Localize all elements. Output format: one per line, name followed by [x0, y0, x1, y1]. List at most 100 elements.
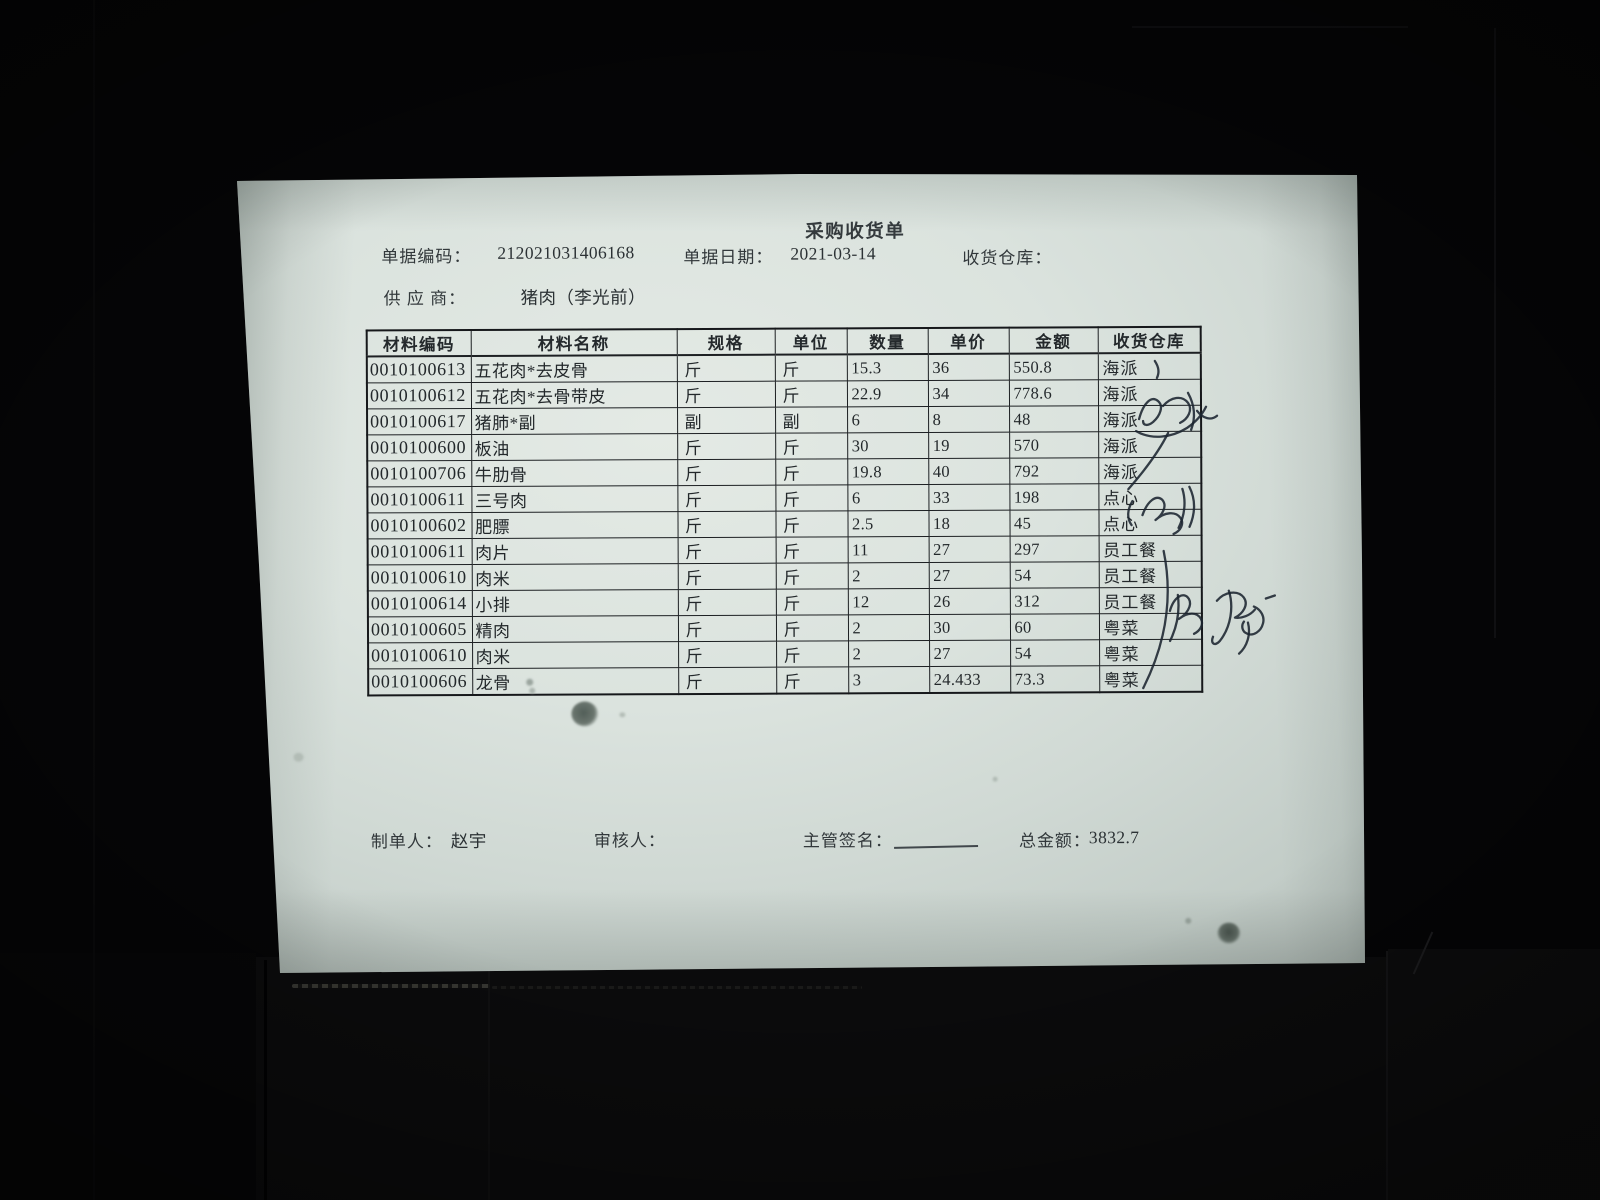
table-cell: 2 [848, 640, 930, 667]
table-cell: 斤 [775, 588, 848, 616]
table-cell: 0010100613 [366, 355, 471, 383]
table-cell: 肉米 [472, 641, 679, 669]
signature-scribble [1215, 591, 1257, 619]
table-cell: 60 [1009, 613, 1100, 641]
table-cell: 297 [1009, 535, 1099, 563]
ink-speck [526, 678, 534, 686]
table-cell: 778.6 [1008, 379, 1099, 407]
table-cell: 斤 [776, 666, 849, 694]
table-cell: 54 [1009, 561, 1099, 589]
table-row: 0010100600 板油斤斤 30 19 570 海派 [367, 431, 1202, 461]
background-panel [1388, 949, 1600, 1200]
table-row: 0010100605 精肉斤斤 2 30 60 粤菜 [367, 613, 1203, 643]
table-cell: 312 [1009, 587, 1099, 615]
table-cell: 198 [1009, 483, 1099, 511]
table-cell: 40 [928, 458, 1010, 485]
table-cell: 斤 [677, 433, 776, 460]
background-panel-edge [1494, 28, 1496, 638]
table-cell: 0010100606 [368, 668, 473, 696]
table-cell: 粤菜 [1098, 613, 1203, 640]
table-cell: 五花肉*去皮骨 [470, 355, 677, 383]
table-cell: 2 [847, 614, 930, 641]
column-header: 单价 [927, 327, 1009, 354]
table-cell: 26 [928, 588, 1010, 615]
table-cell: 斤 [676, 381, 776, 408]
table-cell: 斤 [775, 458, 848, 486]
table-cell: 肥膘 [471, 511, 678, 539]
doc-date-value: 2021-03-14 [790, 243, 877, 264]
doc-number-label: 单据编码： [381, 246, 472, 267]
table-cell: 18 [928, 510, 1010, 537]
preparer-value: 赵宇 [450, 830, 487, 852]
table-cell: 3 [848, 666, 930, 694]
table-row: 0010100613 五花肉*去皮骨斤斤 15.3 36 550.8 海派 [366, 352, 1201, 383]
table-cell: 斤 [775, 536, 848, 564]
ink-speck [293, 752, 304, 762]
ink-speck [992, 776, 998, 782]
table-cell: 2.5 [847, 510, 929, 537]
table-head-row: 材料编码 材料名称 规格 单位 数量 单价 金额 收货仓库 [366, 326, 1201, 357]
signature-scribble [1241, 605, 1265, 636]
table-cell: 48 [1009, 405, 1099, 433]
table-cell: 27 [928, 562, 1010, 589]
table-cell: 0010100706 [367, 460, 472, 487]
signature-scribble [1237, 621, 1251, 655]
table-cell: 0010100614 [367, 590, 472, 617]
table-cell: 斤 [677, 563, 776, 590]
table-cell: 斤 [775, 484, 848, 512]
table-cell: 员工餐 [1098, 587, 1202, 614]
table-cell: 员工餐 [1098, 535, 1202, 562]
table-cell: 牛肋骨 [471, 459, 678, 487]
table-row: 0010100617 猪肺*副副副 6 8 48 海派 [367, 405, 1202, 435]
table-cell: 副 [677, 407, 776, 434]
table-body: 0010100613 五花肉*去皮骨斤斤 15.3 36 550.8 海派 00101006… [366, 352, 1203, 696]
table-cell: 斤 [775, 614, 849, 642]
table-row: 0010100610 肉米斤斤 2 27 54 员工餐 [367, 561, 1202, 591]
door-frame-edge [488, 966, 490, 1200]
column-header: 金额 [1008, 327, 1098, 354]
column-header: 材料名称 [470, 329, 677, 356]
table-cell: 27 [929, 640, 1011, 667]
table-cell: 30 [928, 614, 1011, 641]
table-cell: 三号肉 [471, 485, 678, 513]
table-cell: 斤 [677, 537, 776, 564]
table-cell: 斤 [775, 562, 848, 590]
table-cell: 0010100605 [367, 616, 473, 643]
table-cell: 34 [927, 380, 1010, 407]
table-cell: 0010100617 [367, 408, 472, 435]
table-cell: 24.433 [929, 666, 1011, 693]
table-cell: 0010100611 [367, 486, 472, 513]
total-label: 总金额： [1018, 831, 1091, 851]
column-header: 规格 [676, 328, 775, 356]
table-cell: 33 [928, 484, 1010, 511]
background-panel-edge [93, 0, 95, 1200]
table-cell: 45 [1009, 509, 1099, 537]
table-cell: 斤 [774, 354, 847, 382]
table-cell: 猪肺*副 [471, 407, 678, 435]
table-cell: 15.3 [846, 353, 928, 381]
table-cell: 粤菜 [1099, 665, 1203, 693]
column-header: 收货仓库 [1097, 326, 1201, 354]
table-cell: 小排 [471, 589, 678, 617]
table-cell: 点心 [1098, 483, 1202, 510]
ink-stain [571, 701, 599, 727]
ink-speck [619, 712, 626, 718]
table-cell: 36 [927, 353, 1009, 381]
supervisor-sign-label: 主管签名： [802, 831, 893, 851]
table-cell: 海派 [1097, 379, 1202, 406]
table-cell: 斤 [677, 511, 776, 538]
table-cell: 斤 [776, 640, 849, 668]
column-header: 数量 [846, 327, 928, 355]
column-header: 材料编码 [366, 329, 471, 357]
table-cell: 30 [847, 432, 929, 459]
table-cell: 粤菜 [1099, 639, 1203, 666]
background-shadow-area [0, 953, 256, 1200]
table-cell: 8 [928, 406, 1010, 433]
table-cell: 肉米 [471, 563, 678, 591]
table-cell: 0010100610 [368, 642, 473, 669]
table-row: 0010100602 肥膘斤斤 2.5 18 45 点心 [367, 509, 1202, 539]
table-cell: 海派 [1098, 457, 1202, 484]
warehouse-label: 收货仓库： [962, 248, 1053, 268]
supplier-value: 猪肉（李光前） [520, 287, 646, 308]
